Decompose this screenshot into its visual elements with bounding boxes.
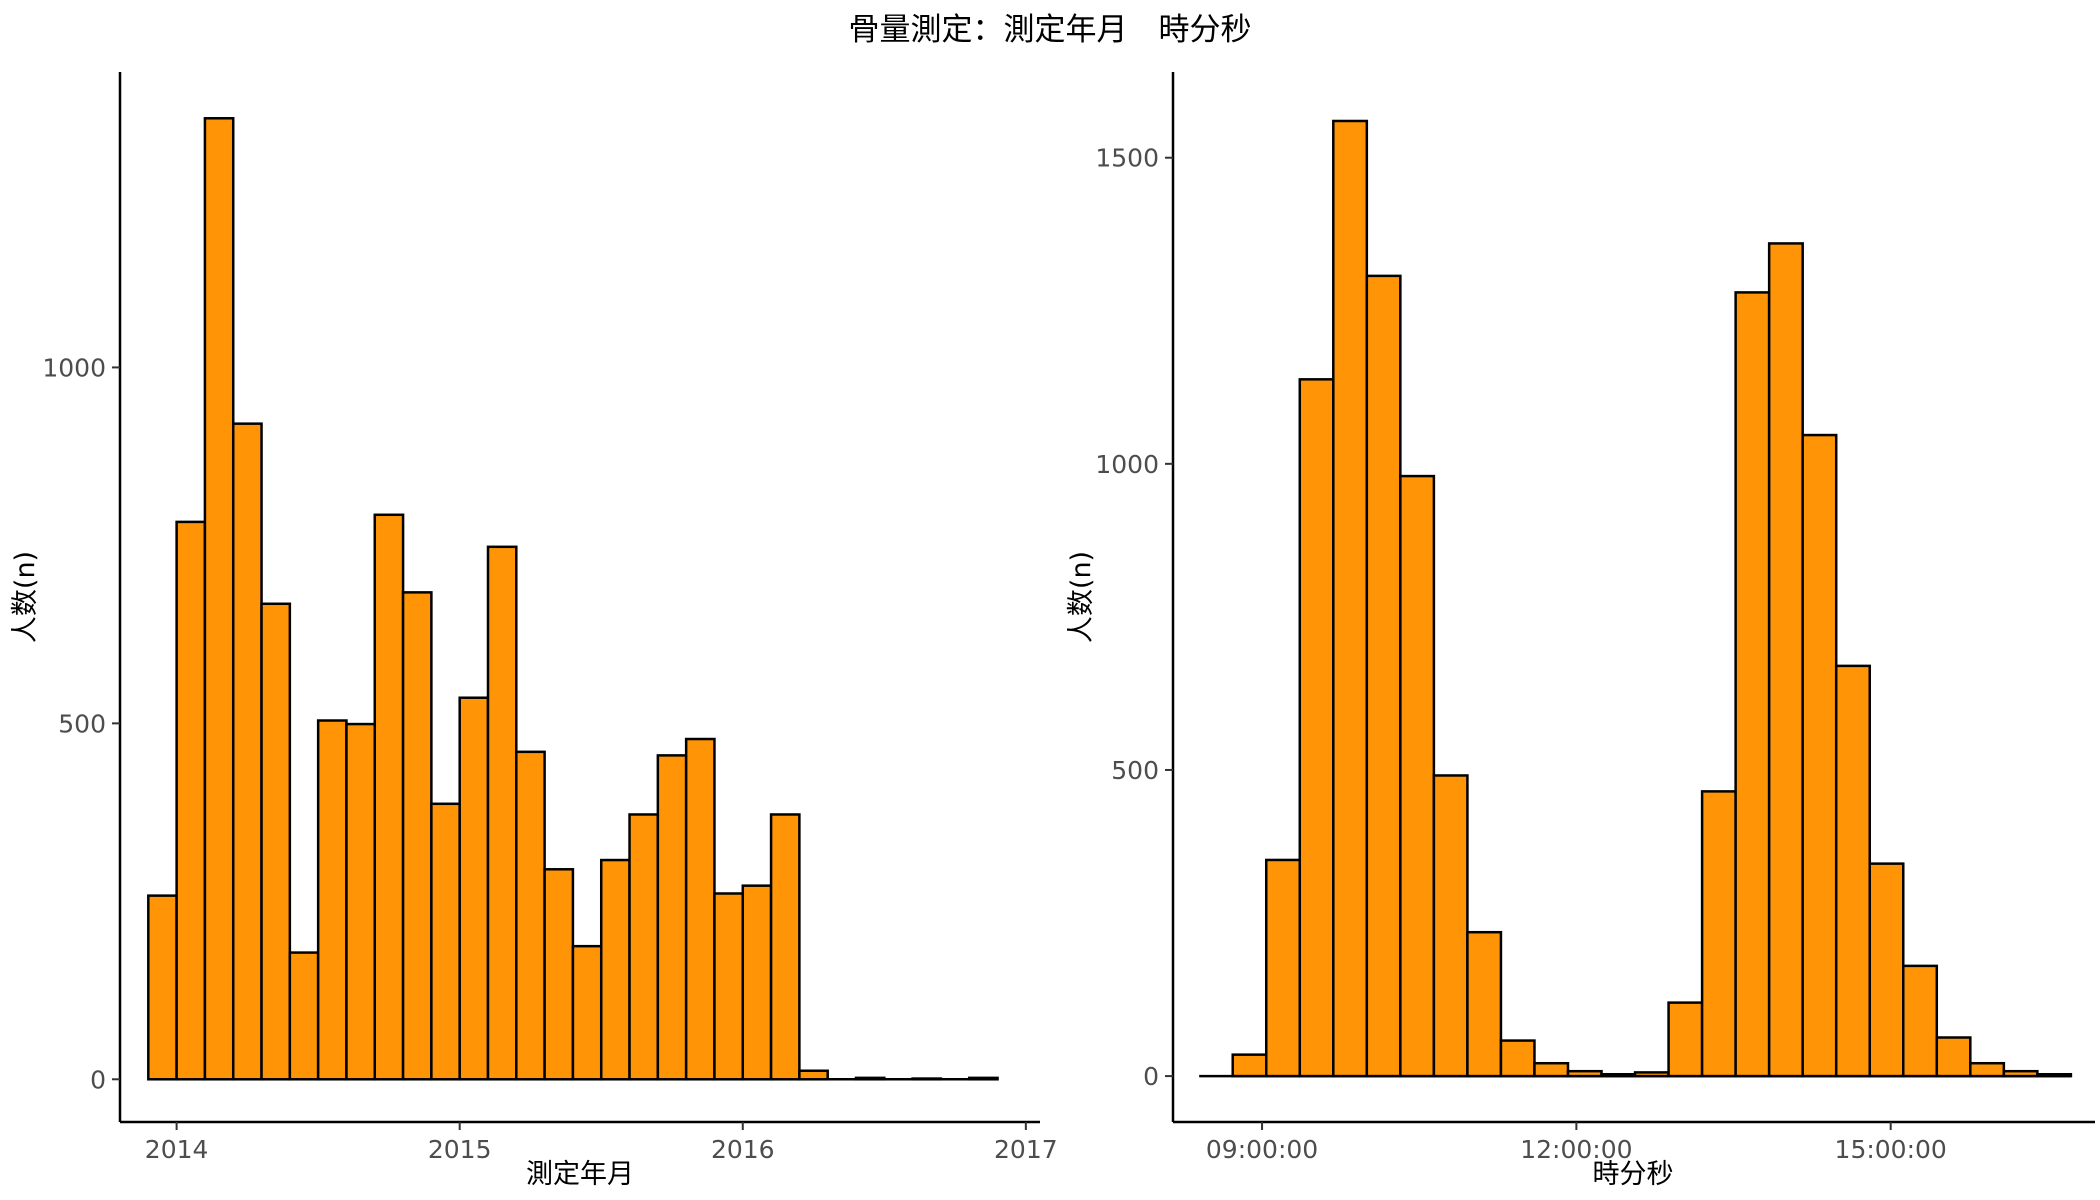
- histogram-bar: [345, 722, 377, 1081]
- histogram-bar: [1231, 1053, 1268, 1078]
- left-y-axis-title: 人数(n): [10, 551, 41, 643]
- histogram-bar: [854, 1076, 886, 1081]
- x-tick-label: 2014: [145, 1135, 209, 1164]
- histogram-bar: [1566, 1069, 1603, 1078]
- histogram-bar: [967, 1076, 999, 1081]
- histogram-bar: [1633, 1071, 1670, 1078]
- histogram-bar: [486, 545, 518, 1081]
- x-tick-label: 09:00:00: [1206, 1135, 1318, 1164]
- right-histogram-panel: 0 500 1000 1500 09:00:00 12:00:00 15:00:00: [1095, 72, 2095, 1164]
- histogram-bar: [1399, 474, 1436, 1078]
- histogram-bar: [1834, 664, 1871, 1078]
- histogram-bar: [769, 813, 801, 1081]
- histogram-bar: [628, 813, 660, 1081]
- histogram-bar: [2002, 1069, 2039, 1078]
- histogram-bar: [175, 520, 207, 1081]
- y-tick-label: 500: [58, 709, 106, 738]
- histogram-bar: [1365, 274, 1402, 1078]
- y-tick-label: 1000: [42, 353, 106, 382]
- histogram-bar: [599, 858, 631, 1081]
- x-tick-label: 2017: [994, 1135, 1058, 1164]
- histogram-bar: [1332, 119, 1369, 1078]
- x-tick-label: 12:00:00: [1520, 1135, 1632, 1164]
- histogram-bar: [260, 602, 292, 1081]
- histogram-bar: [231, 422, 263, 1081]
- histogram-bar: [458, 696, 490, 1081]
- histogram-bar: [147, 894, 178, 1081]
- histogram-bar: [543, 868, 575, 1081]
- histogram-bar: [430, 802, 461, 1081]
- histogram-bar: [1600, 1072, 1637, 1078]
- y-tick-label: 0: [90, 1065, 106, 1094]
- histogram-bar: [684, 737, 716, 1081]
- histogram-bar: [1499, 1039, 1536, 1078]
- histogram-bar: [1667, 1001, 1704, 1078]
- histogram-bar: [571, 944, 603, 1081]
- histogram-bar: [911, 1077, 943, 1081]
- histogram-bar: [1533, 1061, 1570, 1078]
- histogram-bar: [203, 117, 235, 1081]
- histogram-bar: [401, 591, 433, 1081]
- histogram-bar: [1801, 433, 1838, 1078]
- histogram-bar: [2036, 1072, 2073, 1078]
- y-tick-label: 1500: [1095, 144, 1159, 173]
- y-tick-label: 1000: [1095, 450, 1159, 479]
- x-tick-label: 2016: [711, 1135, 775, 1164]
- histogram-bar: [656, 754, 688, 1081]
- right-x-axis-title: 時分秒: [1593, 1159, 1674, 1190]
- histogram-bar: [713, 892, 745, 1081]
- left-x-axis-title: 測定年月: [526, 1159, 634, 1190]
- histogram-bar: [1935, 1036, 1972, 1078]
- x-tick-label: 15:00:00: [1835, 1135, 1947, 1164]
- histogram-bar: [1700, 790, 1737, 1078]
- chart-title: 骨量測定：測定年月 時分秒: [849, 12, 1252, 48]
- histogram-bar: [1868, 862, 1905, 1078]
- histogram-bar: [1264, 858, 1302, 1078]
- histogram-bar: [1734, 291, 1771, 1078]
- histogram-bar: [1466, 930, 1503, 1078]
- histogram-bar: [1902, 964, 1939, 1078]
- histogram-bar: [515, 750, 546, 1081]
- histogram-bar: [373, 513, 405, 1081]
- histogram-bar: [1298, 378, 1335, 1078]
- right-y-axis-title: 人数(n): [1066, 551, 1097, 643]
- histogram-bar: [741, 884, 773, 1081]
- histogram-bar: [1969, 1061, 2006, 1078]
- histogram-bar: [1767, 242, 1804, 1078]
- y-tick-label: 0: [1143, 1062, 1159, 1091]
- histogram-bar: [1432, 774, 1469, 1078]
- histogram-bar: [798, 1069, 829, 1081]
- y-tick-label: 500: [1111, 756, 1159, 785]
- x-tick-label: 2015: [428, 1135, 492, 1164]
- histogram-bar: [288, 951, 320, 1081]
- left-histogram-panel: 0 500 1000 2014 2015 2016 2017: [42, 72, 1058, 1164]
- histogram-bar: [316, 719, 348, 1081]
